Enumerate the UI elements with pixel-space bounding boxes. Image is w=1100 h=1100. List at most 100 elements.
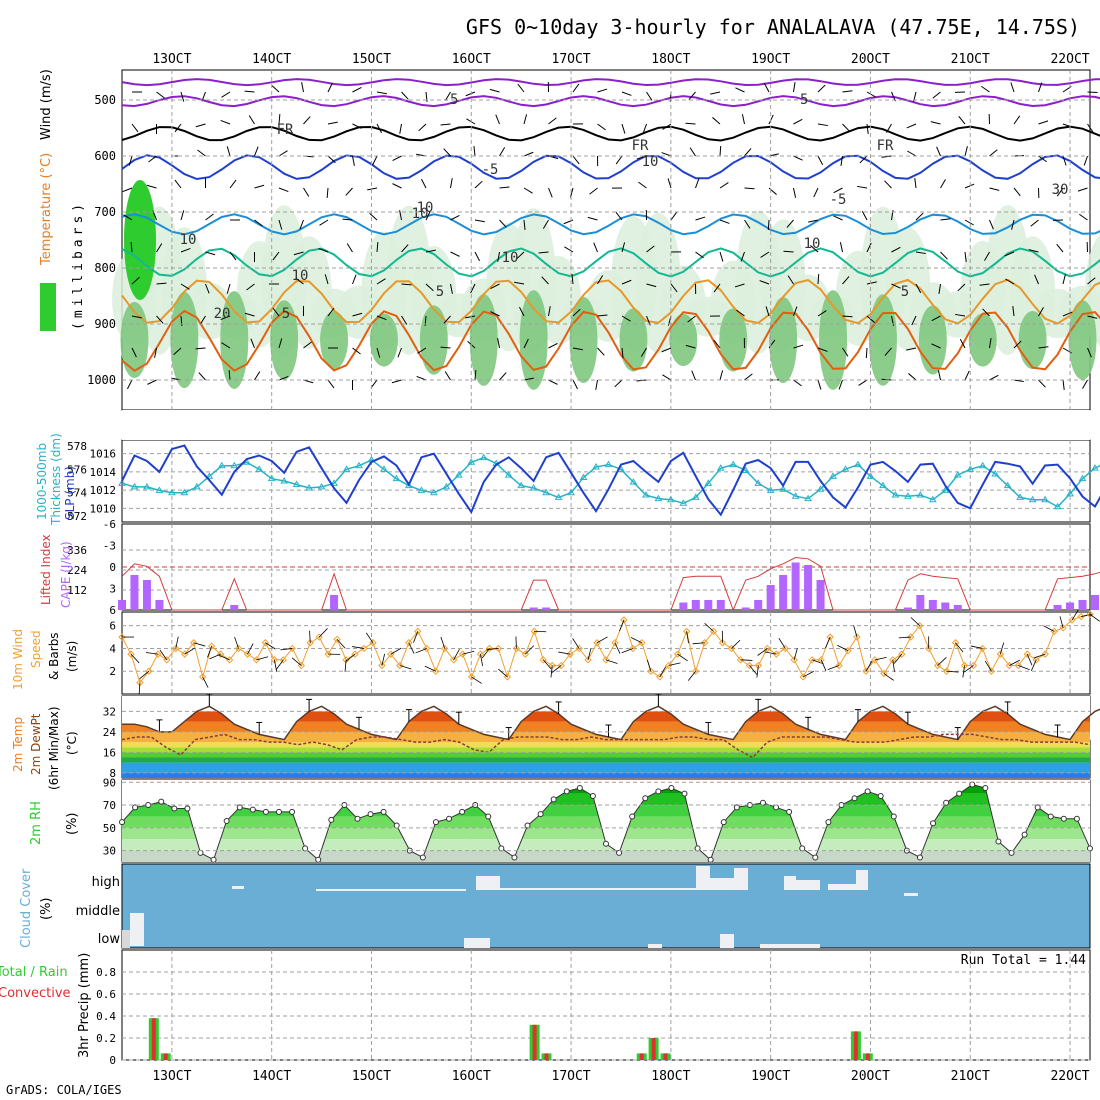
wind10-point <box>1086 610 1094 618</box>
wind-barb <box>180 91 185 102</box>
wind10-barb <box>962 665 965 678</box>
li-tick: 0 <box>109 561 116 574</box>
rh2m-point <box>315 856 322 863</box>
wind-barb <box>376 278 386 285</box>
wind-barb <box>127 379 133 390</box>
thickness-point <box>317 482 326 490</box>
rh2m-point <box>759 799 766 806</box>
wind10-barb <box>159 649 168 661</box>
wind-barb <box>688 91 696 100</box>
wind10-barb <box>999 642 1005 655</box>
temp2m-ylabel-2: 2m DewPt <box>29 713 43 775</box>
wind-barb <box>370 379 378 389</box>
wind10-point <box>1077 612 1085 621</box>
thickness-point <box>479 453 488 461</box>
wind-barb <box>621 123 626 134</box>
wind-barb <box>254 219 263 227</box>
cape-bar <box>1053 605 1062 610</box>
wind10-tick: 2 <box>109 665 116 678</box>
wind10-panel <box>121 611 1091 695</box>
contour-label: FR <box>877 138 894 154</box>
wind10-barb <box>1043 625 1055 632</box>
wind10-point <box>907 633 915 641</box>
wind10-point <box>772 650 781 658</box>
wind-barb <box>989 374 999 381</box>
thickness-point <box>330 479 338 486</box>
wind10-point <box>978 644 987 653</box>
thickness-point <box>467 458 476 465</box>
wind10-barb <box>812 659 824 665</box>
rh2m-point <box>1073 815 1080 822</box>
date-label-top: 16OCT <box>452 52 491 67</box>
thickness-point <box>554 493 563 500</box>
wind-barb <box>964 370 970 381</box>
contour-label: 10 <box>502 250 519 266</box>
precip-convective-bar <box>544 1053 549 1060</box>
wind-barb <box>787 275 794 285</box>
rh2m-point <box>851 795 858 802</box>
rh2m-point <box>629 813 636 820</box>
rh-fill-medium <box>1018 311 1047 369</box>
temperature-contour <box>121 125 1100 142</box>
cloud-block <box>828 884 868 890</box>
wind-barb <box>1028 249 1039 253</box>
cape-bar <box>816 580 825 610</box>
wind10-barb <box>677 653 688 662</box>
wind-barb <box>906 347 917 351</box>
wind-barb <box>646 91 653 101</box>
upper-ylabel-wind: Wind (m/s) <box>39 69 54 140</box>
wind10-point <box>396 661 404 670</box>
cape-bar <box>704 600 713 610</box>
chart-title: GFS 0~10day 3-hourly for ANALALAVA (47.7… <box>466 15 1080 39</box>
rh2m-point <box>707 856 714 863</box>
li-tick: 6 <box>109 604 116 617</box>
thickness-point <box>779 485 788 492</box>
cloud-block <box>784 876 796 890</box>
wind10-ylabel-4: (m/s) <box>65 641 79 672</box>
footer-credit: GrADS: COLA/IGES <box>6 1083 122 1097</box>
date-label-bottom: 21OCT <box>951 1069 990 1084</box>
precip-convective-bar <box>532 1024 537 1060</box>
wind-barb <box>197 149 206 157</box>
wind10-barb <box>893 653 903 664</box>
wind-barb <box>421 178 427 189</box>
wind10-barb <box>1089 613 1100 622</box>
wind-barb <box>1062 311 1073 317</box>
wind10-ylabel-1: 10m Wind <box>11 629 25 690</box>
wind10-barb <box>390 647 402 655</box>
wind10-barb <box>910 617 920 626</box>
temp-color-band <box>122 757 1090 763</box>
wind10-barb <box>480 654 483 667</box>
wind-barb <box>667 178 672 189</box>
wind-barb <box>299 219 304 230</box>
cape-bar <box>691 600 700 610</box>
wind-barb <box>1062 274 1066 285</box>
wind-barb <box>689 147 696 157</box>
wind10-point <box>826 633 834 641</box>
precip-convective-bar <box>865 1053 870 1060</box>
wind-barb <box>615 211 623 221</box>
wind10-barb <box>498 668 508 678</box>
wind-barb <box>1038 82 1043 93</box>
date-label-top: 18OCT <box>651 52 690 67</box>
wind-barb <box>499 219 507 228</box>
thickness-point <box>928 495 937 503</box>
wind-barb <box>156 243 163 253</box>
wind10-barb <box>970 645 983 649</box>
wind-barb <box>1013 115 1021 125</box>
cape-bar <box>804 565 813 610</box>
wind10-point <box>557 661 565 670</box>
temperature-contour <box>121 154 1100 181</box>
wind-barb <box>376 347 381 358</box>
wind10-point <box>898 650 906 658</box>
cloud-block <box>696 866 710 890</box>
precip-convective-bar <box>163 1053 168 1060</box>
date-label-bottom: 17OCT <box>552 1069 591 1084</box>
rh2m-point <box>799 845 806 852</box>
thickness-point <box>205 472 214 479</box>
wind10-tick: 6 <box>109 620 116 633</box>
wind-barb <box>318 247 329 253</box>
wind-barb <box>572 83 580 93</box>
wind-barb <box>425 210 431 221</box>
wind10-barb <box>481 648 490 659</box>
